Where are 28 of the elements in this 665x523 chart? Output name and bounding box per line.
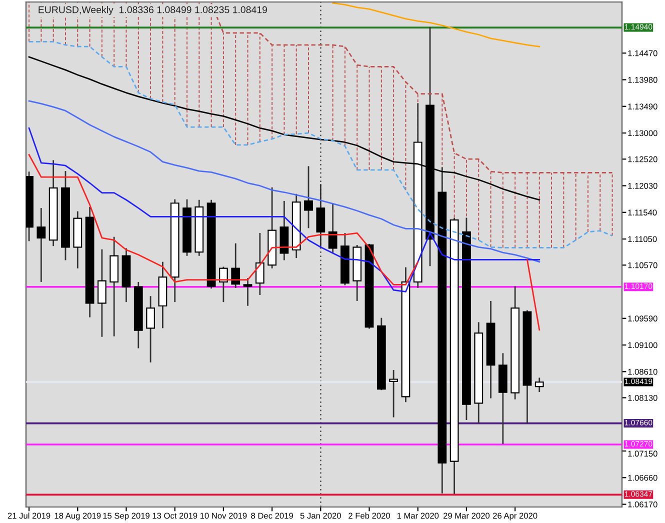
y-tick-label: 1.12520 xyxy=(628,156,658,162)
y-tick-label: 1.08130 xyxy=(628,394,658,401)
y-tick-label: 1.10570 xyxy=(628,262,658,268)
y-tick-label: 1.09100 xyxy=(628,342,658,348)
x-tick-label: 1 Mar 2020 xyxy=(397,512,439,519)
y-tick-label: 1.07150 xyxy=(628,450,658,457)
x-tick-label: 2 Feb 2020 xyxy=(348,512,390,519)
y-tick-label: 1.13980 xyxy=(628,76,658,83)
y-tick-label: 1.13490 xyxy=(628,104,658,110)
y-tick-label: 1.14470 xyxy=(628,50,658,56)
x-tick-label: 15 Sep 2019 xyxy=(103,512,150,520)
y-tick-label: 1.13000 xyxy=(628,130,658,136)
x-tick-label: 10 Nov 2019 xyxy=(200,512,247,519)
x-tick-label: 18 Aug 2019 xyxy=(54,512,101,520)
x-tick-label: 21 Jul 2019 xyxy=(8,512,50,519)
y-tick-label: 1.12030 xyxy=(628,182,658,189)
y-tick-label: 1.11050 xyxy=(628,236,657,242)
y-tick-label: 1.11540 xyxy=(628,210,657,216)
y-tick-label: 1.06170 xyxy=(628,501,658,508)
x-tick-label: 5 Jan 2020 xyxy=(300,512,341,519)
y-tick-label: 1.08610 xyxy=(628,368,658,375)
chart-title: EURUSD,Weekly 1.08336 1.08499 1.08235 1.08419 xyxy=(38,6,267,16)
x-tick-label: 29 Mar 2020 xyxy=(443,512,490,519)
x-tick-label: 8 Dec 2019 xyxy=(251,512,293,519)
x-tick-label: 13 Oct 2019 xyxy=(152,512,198,519)
y-tick-label: 1.06660 xyxy=(628,474,658,481)
x-tick-label: 26 Apr 2020 xyxy=(493,512,538,520)
y-tick-label: 1.09590 xyxy=(628,316,658,322)
